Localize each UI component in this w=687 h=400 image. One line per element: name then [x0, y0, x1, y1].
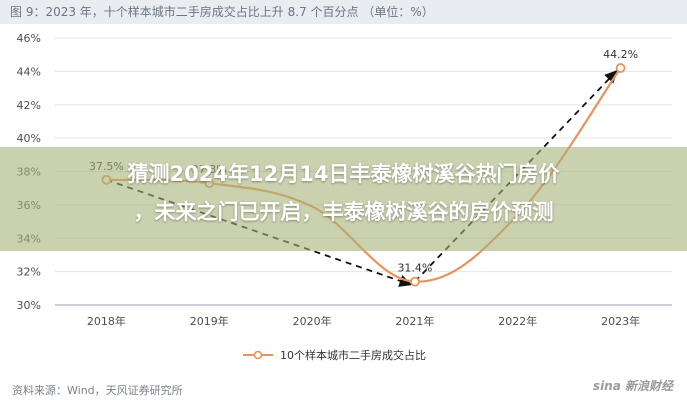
headline-line-1: 猜测2024年12月14日丰泰橡树溪谷热门房价	[127, 162, 560, 186]
y-tick-label: 32%	[17, 266, 41, 279]
legend-label: 10个样本城市二手房成交占比	[280, 348, 426, 362]
data-label: 31.4%	[397, 262, 432, 275]
y-gridlines	[55, 37, 672, 306]
trend-arrow	[106, 178, 413, 287]
x-tick-label: 2022年	[498, 314, 537, 328]
x-tick-label: 2023年	[601, 314, 640, 328]
figure-title: 图 9：2023 年，十个样本城市二手房成交占比上升 8.7 个百分点 （单位：…	[10, 5, 434, 19]
headline-line-2: ，未来之门已开启，丰泰橡树溪谷的房价预测	[133, 200, 554, 224]
y-tick-label: 46%	[17, 32, 41, 45]
figure-title-bar: 图 9：2023 年，十个样本城市二手房成交占比上升 8.7 个百分点 （单位：…	[0, 0, 687, 24]
legend-marker	[253, 350, 263, 360]
x-tick-label: 2018年	[87, 314, 126, 328]
headline: 猜测2024年12月14日丰泰橡树溪谷热门房价 ，未来之门已开启，丰泰橡树溪谷的…	[0, 155, 687, 231]
y-tick-label: 30%	[17, 299, 41, 312]
data-point	[615, 63, 626, 73]
sina-finance-watermark: sina 新浪财经	[592, 379, 673, 393]
legend: 10个样本城市二手房成交占比	[243, 348, 426, 362]
x-tick-labels: 2018年 2019年 2020年 2021年 2022年 2023年	[87, 314, 640, 328]
source-note: 资料来源：Wind，天风证券研究所	[12, 384, 183, 397]
x-tick-label: 2019年	[190, 314, 229, 328]
x-tick-label: 2020年	[293, 314, 332, 328]
data-point	[410, 276, 420, 287]
headline-banner	[0, 147, 687, 251]
y-tick-label: 42%	[17, 99, 41, 112]
x-tick-label: 2021年	[395, 314, 434, 328]
data-label: 44.2%	[603, 48, 638, 61]
y-tick-label: 44%	[17, 65, 41, 78]
y-tick-label: 40%	[17, 132, 41, 145]
